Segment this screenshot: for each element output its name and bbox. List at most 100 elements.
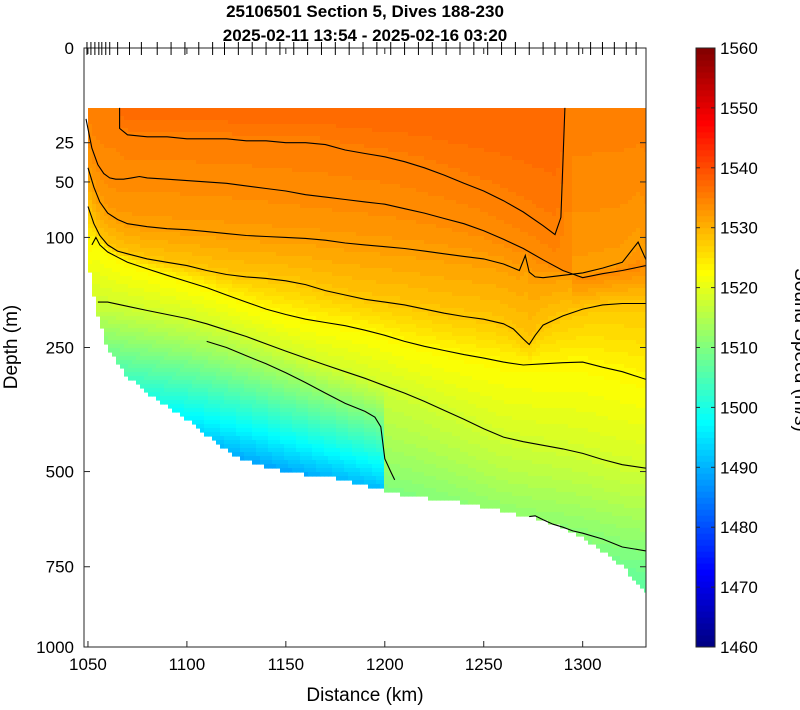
field-cell [296, 192, 301, 197]
field-cell [304, 108, 309, 113]
field-cell [92, 204, 97, 209]
field-cell [136, 168, 141, 173]
field-cell [304, 440, 309, 445]
field-cell [264, 292, 269, 297]
field-cell [308, 320, 313, 325]
field-cell [136, 236, 141, 241]
field-cell [176, 160, 181, 165]
field-cell [168, 396, 173, 401]
field-cell [144, 304, 149, 309]
field-cell [284, 148, 289, 153]
field-cell [192, 236, 197, 241]
field-cell [284, 308, 289, 313]
field-cell [152, 208, 157, 213]
field-cell [280, 452, 285, 457]
field-cell [184, 288, 189, 293]
field-cell [308, 448, 313, 453]
field-cell [248, 256, 253, 261]
field-cell [116, 108, 121, 113]
field-cell [104, 140, 109, 145]
field-cell [284, 236, 289, 241]
field-cell [316, 336, 321, 341]
field-cell [228, 272, 233, 277]
field-cell [176, 128, 181, 133]
field-cell [240, 172, 245, 177]
field-cell [124, 320, 129, 325]
field-cell [184, 292, 189, 297]
field-cell [96, 168, 101, 173]
field-cell [272, 204, 277, 209]
field-cell [204, 140, 209, 145]
field-cell [304, 308, 309, 313]
field-cell [232, 444, 237, 449]
field-cell [248, 240, 253, 245]
field-cell [252, 268, 257, 273]
field-cell [288, 120, 293, 125]
field-cell [156, 200, 161, 205]
field-cell [216, 224, 221, 229]
field-cell [212, 392, 217, 397]
field-cell [244, 288, 249, 293]
field-cell [196, 392, 201, 397]
field-cell [296, 200, 301, 205]
field-cell [296, 444, 301, 449]
field-cell [152, 204, 157, 209]
field-cell [312, 320, 317, 325]
field-cell [224, 412, 229, 417]
field-cell [104, 340, 109, 345]
field-cell [184, 212, 189, 217]
field-cell [120, 148, 125, 153]
field-cell [92, 272, 97, 277]
field-cell [320, 236, 325, 241]
field-cell [152, 280, 157, 285]
field-cell [248, 232, 253, 237]
field-cell [292, 232, 297, 237]
field-cell [336, 148, 341, 153]
field-cell [96, 172, 101, 177]
field-cell [280, 112, 285, 117]
field-cell [100, 144, 105, 149]
field-cell [252, 300, 257, 305]
field-cell [236, 324, 241, 329]
field-cell [160, 268, 165, 273]
field-cell [268, 372, 273, 377]
field-cell [168, 328, 173, 333]
field-cell [196, 256, 201, 261]
field-cell [156, 268, 161, 273]
field-cell [200, 160, 205, 165]
field-cell [272, 400, 277, 405]
field-cell [120, 244, 125, 249]
field-cell [220, 108, 225, 113]
field-cell [224, 396, 229, 401]
field-cell [276, 120, 281, 125]
field-cell [116, 128, 121, 133]
field-cell [332, 464, 337, 469]
field-cell [232, 184, 237, 189]
field-cell [260, 200, 265, 205]
field-cell [128, 272, 133, 277]
field-cell [176, 356, 181, 361]
field-cell [312, 436, 317, 441]
field-cell [88, 108, 93, 113]
field-cell [328, 468, 333, 473]
field-cell [196, 304, 201, 309]
field-cell [108, 208, 113, 213]
field-cell [288, 448, 293, 453]
field-cell [260, 448, 265, 453]
field-cell [180, 116, 185, 121]
field-cell [192, 260, 197, 265]
field-cell [264, 328, 269, 333]
field-cell [164, 212, 169, 217]
field-cell [324, 252, 329, 257]
field-cell [120, 288, 125, 293]
field-cell [148, 312, 153, 317]
field-cell [316, 460, 321, 465]
field-cell [308, 296, 313, 301]
field-cell [264, 360, 269, 365]
field-cell [188, 292, 193, 297]
field-cell [216, 352, 221, 357]
field-cell [160, 216, 165, 221]
field-cell [292, 344, 297, 349]
field-cell [216, 272, 221, 277]
field-cell [236, 276, 241, 281]
